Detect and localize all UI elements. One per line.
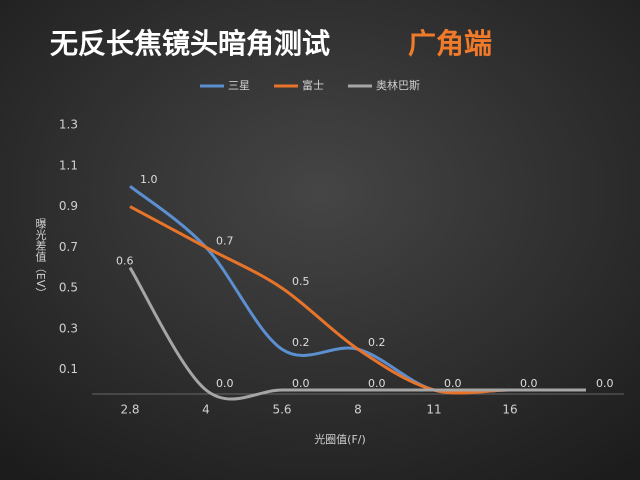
- x-tick-label: 5.6: [272, 403, 291, 417]
- y-tick-label: 0.3: [59, 321, 78, 335]
- chart-subtitle: 广角端: [408, 27, 492, 60]
- x-axis-label: 光圈值(F/): [314, 432, 366, 446]
- x-tick-label: 11: [426, 403, 441, 417]
- legend-label: 富士: [302, 78, 324, 92]
- data-label: 0.0: [368, 377, 386, 390]
- y-tick-label: 0.5: [59, 281, 78, 295]
- data-label: 0.0: [520, 377, 538, 390]
- x-tick-label: 2.8: [120, 403, 139, 417]
- y-tick-label: 0.1: [59, 362, 78, 376]
- data-label: 0.2: [368, 336, 386, 349]
- chart-title: 无反长焦镜头暗角测试: [50, 27, 330, 60]
- y-tick-label: 1.1: [59, 158, 78, 172]
- x-tick-label: 4: [202, 403, 210, 417]
- data-label: 0.5: [292, 275, 310, 288]
- data-label: 0.6: [116, 255, 134, 268]
- data-label: 0.7: [216, 234, 234, 247]
- data-label: 0.0: [596, 377, 614, 390]
- y-tick-label: 0.7: [59, 240, 78, 254]
- data-label: 0.2: [292, 336, 310, 349]
- series-line: [128, 266, 586, 401]
- data-label: 0.0: [216, 377, 234, 390]
- legend-label: 三星: [228, 79, 250, 92]
- y-axis-label: 曝光差值（EV）: [34, 217, 47, 298]
- data-label: 0.0: [444, 377, 462, 390]
- x-tick-label: 16: [502, 403, 517, 417]
- y-tick-label: 0.9: [59, 199, 78, 213]
- x-tick-label: 8: [354, 403, 362, 417]
- legend-label: 奥林巴斯: [376, 78, 420, 92]
- data-label: 0.0: [292, 377, 310, 390]
- data-label: 1.0: [140, 173, 158, 186]
- y-tick-label: 1.3: [59, 118, 78, 132]
